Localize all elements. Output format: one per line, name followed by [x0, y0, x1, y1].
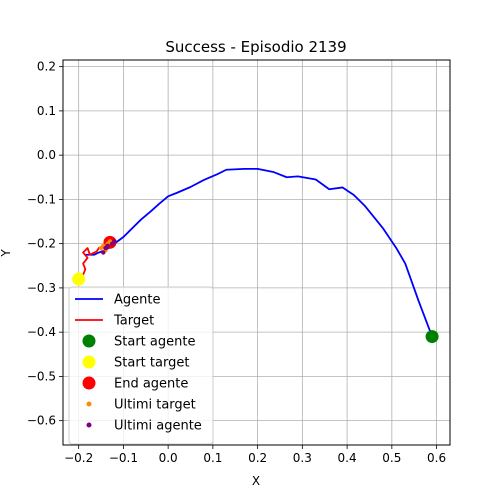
y-tick-label: 0.2: [37, 60, 56, 74]
x-tick-label: 0.4: [338, 451, 357, 465]
y-tick-label: −0.3: [27, 281, 56, 295]
point-start-agente: [425, 330, 439, 344]
x-tick-label: −0.1: [109, 451, 138, 465]
x-tick-label: 0.0: [159, 451, 178, 465]
legend-label: Ultimi target: [114, 398, 196, 413]
plot-series: [72, 167, 439, 344]
legend-label: Start agente: [114, 335, 195, 350]
legend-box: [68, 286, 214, 445]
legend-label: Target: [113, 314, 154, 329]
y-tick-label: −0.4: [27, 325, 56, 339]
point-ultimi-agente: [105, 243, 110, 249]
point-ultimi-agente: [112, 239, 117, 244]
legend: Agente Target Start agente Start target End …: [68, 286, 214, 445]
legend-swatch: [86, 422, 92, 428]
y-tick-label: 0.0: [37, 148, 56, 162]
legend-label: Agente: [114, 293, 160, 308]
point-start-target: [72, 272, 86, 286]
legend-label: Ultimi agente: [114, 419, 202, 434]
legend-swatch: [82, 376, 96, 390]
plot-frame: [62, 59, 451, 446]
x-tick-label: 0.6: [427, 451, 446, 465]
x-tick-label: 0.3: [293, 451, 312, 465]
grid: [63, 60, 450, 445]
x-tick-label: −0.2: [64, 451, 93, 465]
y-tick-label: −0.5: [27, 369, 56, 383]
y-axis-label: Y: [0, 249, 13, 258]
x-tick-label: 0.1: [203, 451, 222, 465]
legend-label: End agente: [114, 377, 188, 392]
legend-label: Start target: [114, 356, 189, 371]
y-tick-label: 0.1: [37, 104, 56, 118]
x-tick-label: 0.5: [382, 451, 401, 465]
point-ultimi-agente: [101, 250, 106, 255]
x-tick-label: 0.2: [248, 451, 267, 465]
legend-swatch: [86, 401, 92, 407]
chart-title: Success - Episodio 2139: [165, 38, 346, 56]
x-axis-label: X: [252, 474, 260, 488]
axis-ticks: −0.2 −0.1 0.0 0.1 0.2 0.3 0.4 0.5 0.6 0.2 0.1 0.0 −0…: [27, 60, 446, 465]
y-tick-label: −0.6: [27, 414, 56, 428]
y-tick-label: −0.1: [27, 192, 56, 206]
legend-swatch: [82, 355, 96, 369]
legend-swatch: [82, 334, 96, 348]
y-tick-label: −0.2: [27, 237, 56, 251]
